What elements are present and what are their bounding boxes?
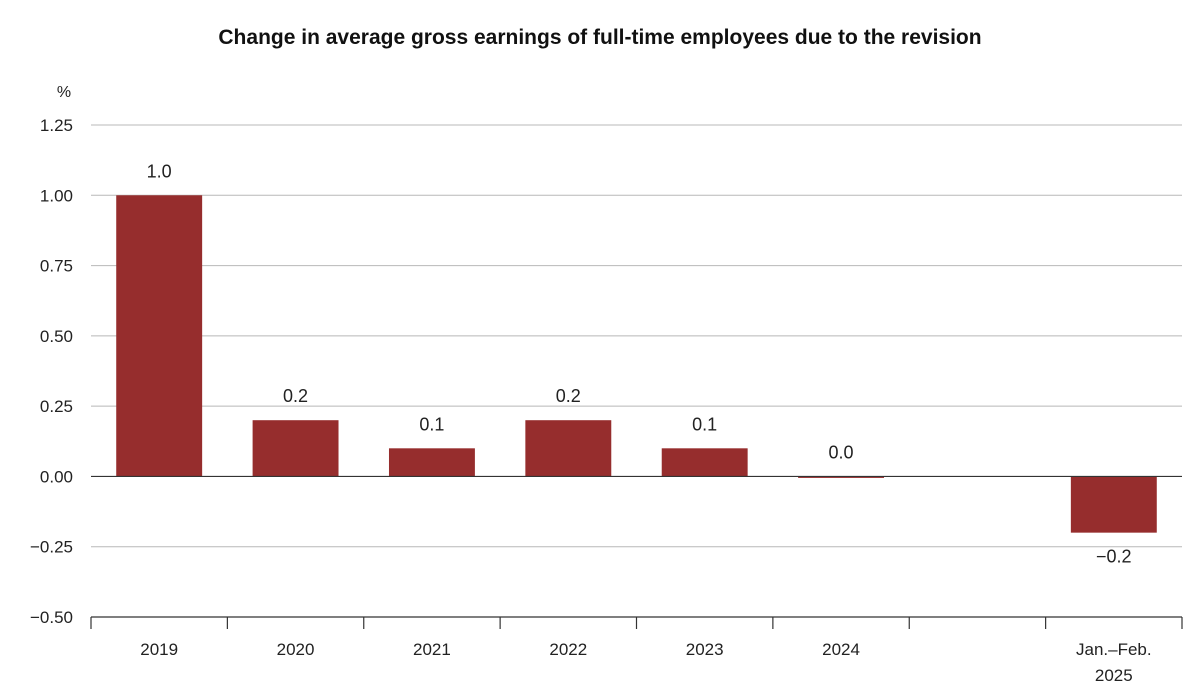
bar <box>798 476 885 478</box>
x-axis <box>90 475 1183 629</box>
bar <box>116 195 203 477</box>
y-tick-label: 0.75 <box>40 257 73 276</box>
x-tick-label: 2023 <box>686 640 724 659</box>
x-axis-tick-labels: 2019 2020 2021 2022 2023 2024 Jan.–Feb. 2025 <box>140 640 1151 685</box>
y-tick-label: 1.25 <box>40 116 73 135</box>
y-tick-label: −0.50 <box>30 608 73 627</box>
data-label: 0.1 <box>692 414 717 434</box>
bar <box>525 420 612 477</box>
data-label: 0.0 <box>829 442 854 462</box>
data-label: −0.2 <box>1096 547 1132 567</box>
y-tick-label: −0.25 <box>30 538 73 557</box>
x-tick-label: 2025 <box>1095 666 1133 685</box>
data-label: 0.1 <box>419 414 444 434</box>
bar <box>252 420 339 477</box>
x-tick-label: Jan.–Feb. <box>1076 640 1152 659</box>
x-tick-label: 2021 <box>413 640 451 659</box>
x-tick-label: 2022 <box>549 640 587 659</box>
x-tick-label: 2024 <box>822 640 860 659</box>
chart-title: Change in average gross earnings of full… <box>218 26 981 49</box>
data-labels: 1.0 0.2 0.1 0.2 0.1 0.0 −0.2 <box>147 161 1132 566</box>
data-label: 0.2 <box>283 386 308 406</box>
bars <box>116 195 1157 533</box>
y-axis-unit: % <box>57 84 71 101</box>
data-label: 0.2 <box>556 386 581 406</box>
y-tick-label: 0.00 <box>40 467 73 486</box>
bar <box>388 448 475 477</box>
bar <box>661 448 748 477</box>
y-tick-label: 0.50 <box>40 327 73 346</box>
bar <box>1070 476 1157 533</box>
x-tick-label: 2019 <box>140 640 178 659</box>
data-label: 1.0 <box>147 161 172 181</box>
y-axis-tick-labels: 1.25 1.00 0.75 0.50 0.25 0.00 −0.25 −0.50 <box>30 116 73 627</box>
x-tick-label: 2020 <box>277 640 315 659</box>
y-tick-label: 0.25 <box>40 397 73 416</box>
y-tick-label: 1.00 <box>40 186 73 205</box>
gridlines <box>91 124 1182 618</box>
